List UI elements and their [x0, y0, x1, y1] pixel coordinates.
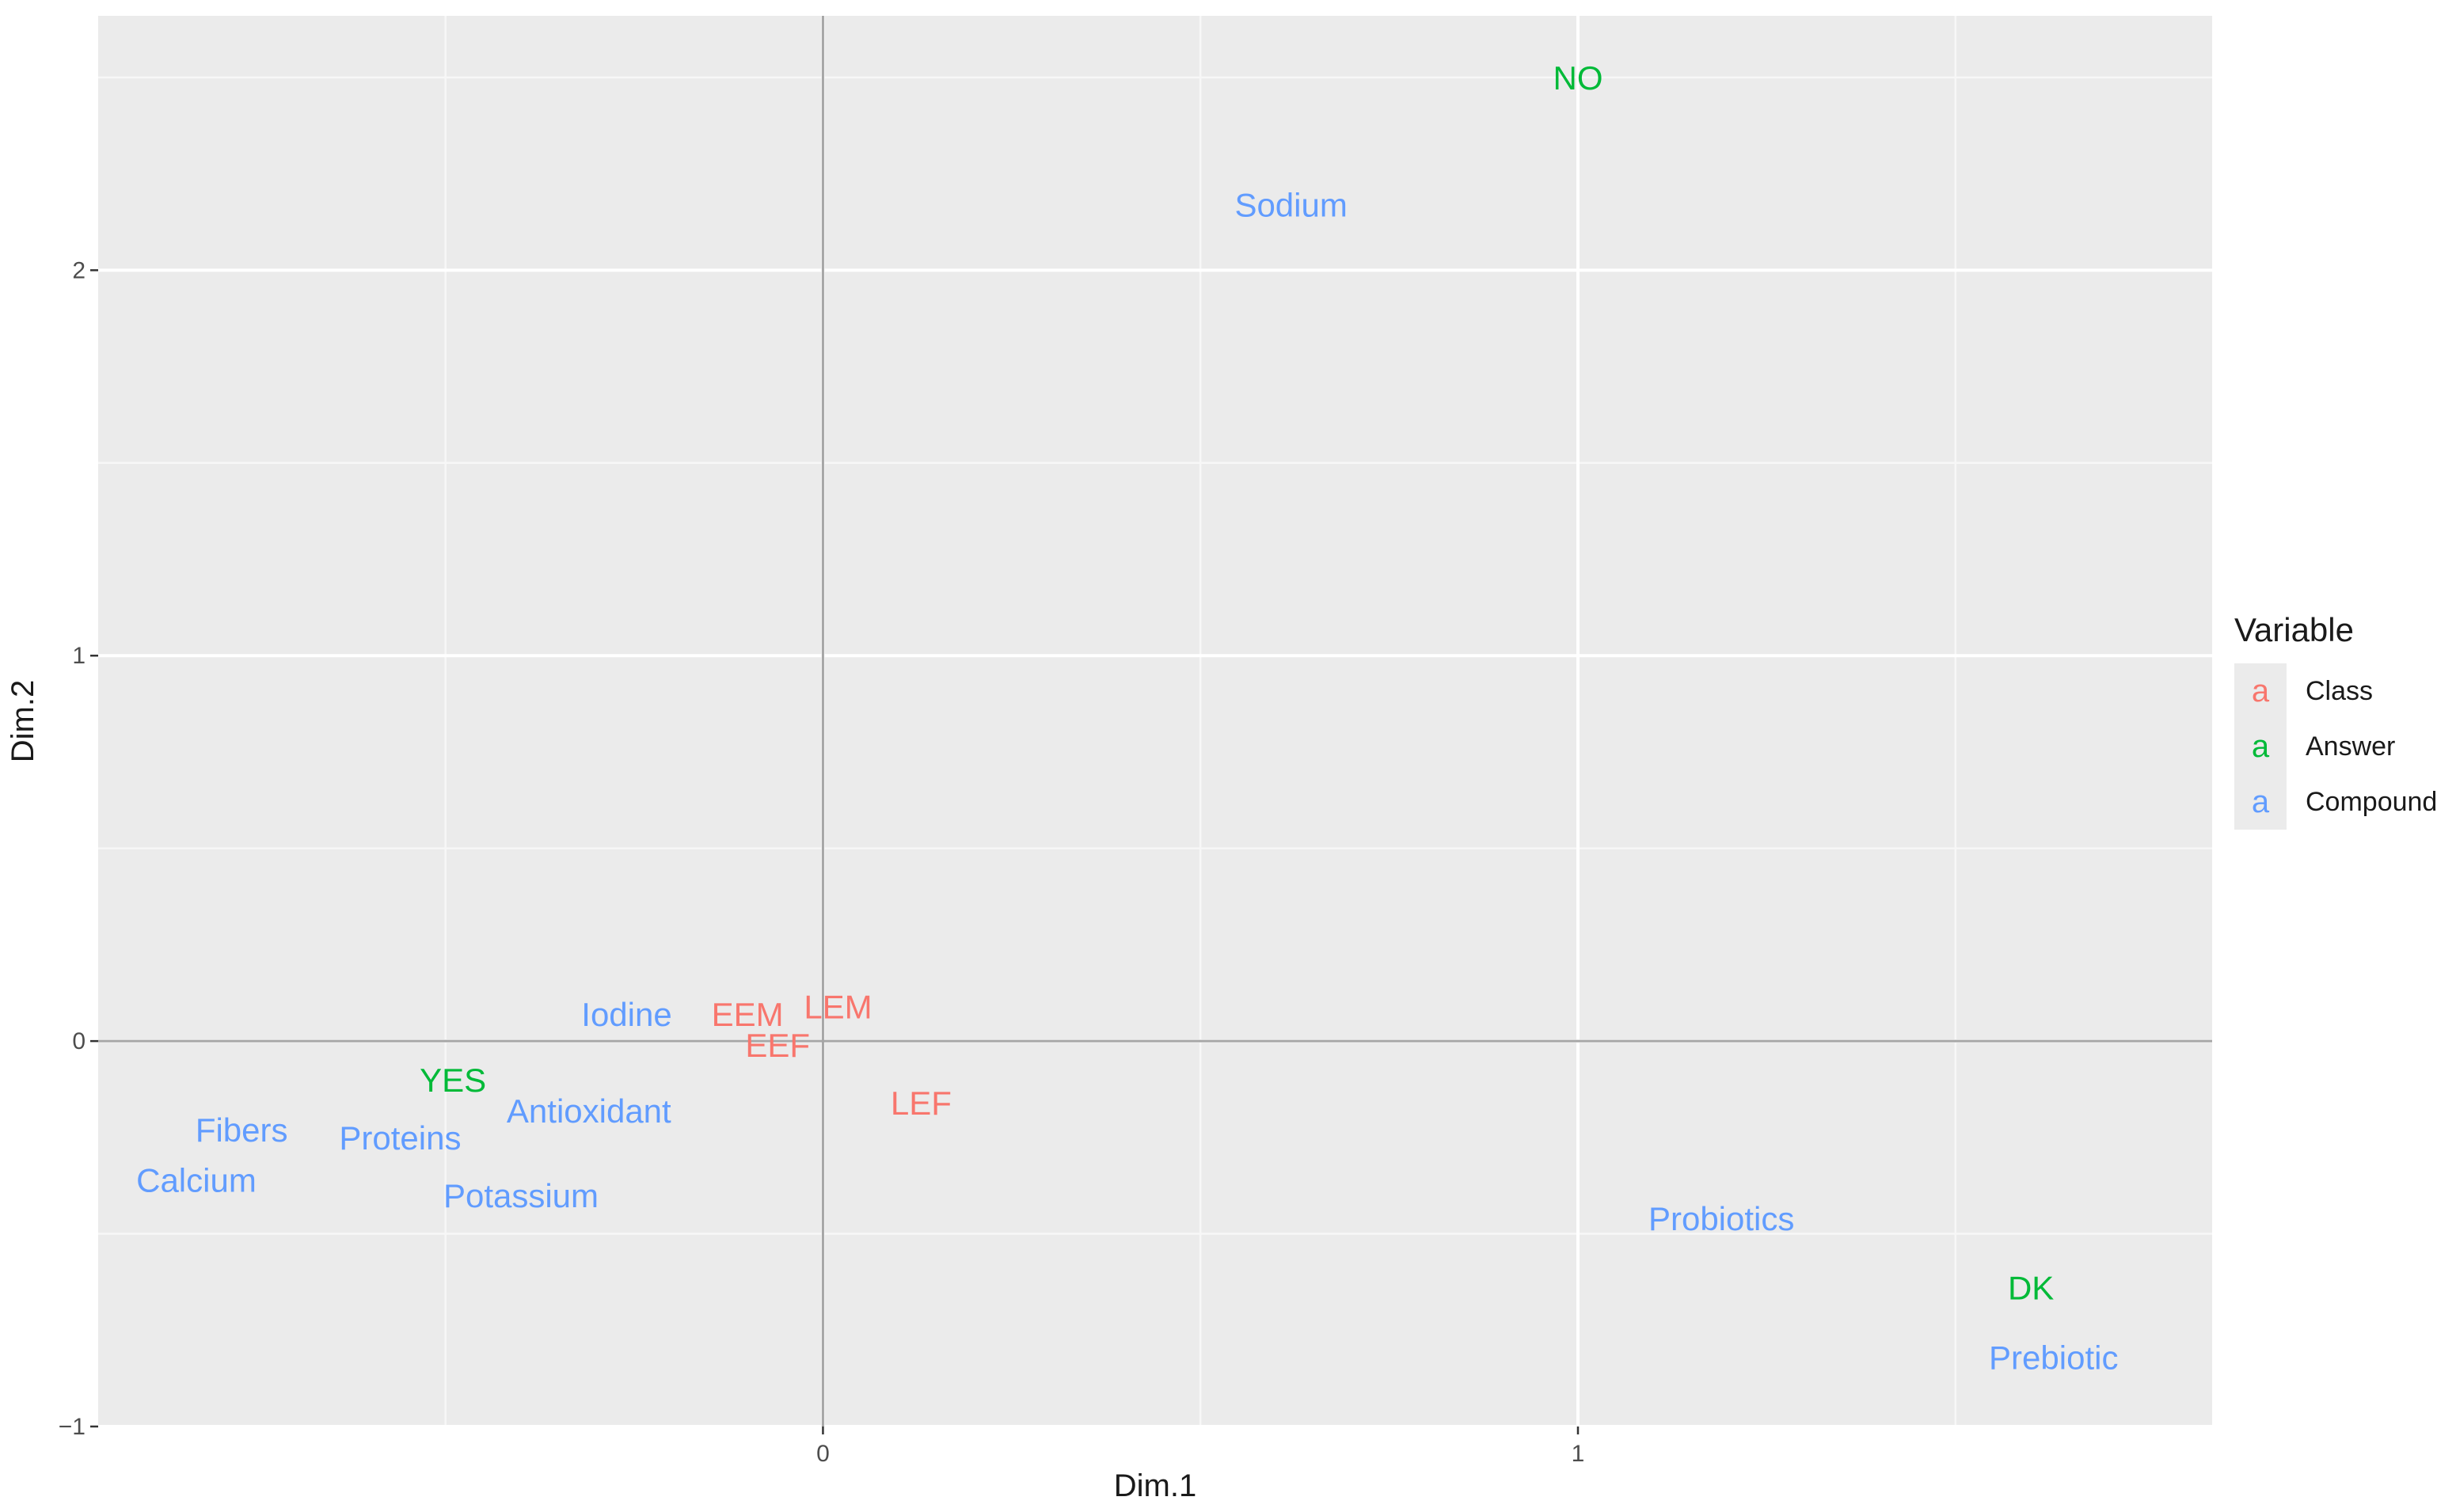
point-label-probiotics: Probiotics — [1648, 1200, 1794, 1237]
point-label-fibers: Fibers — [196, 1111, 288, 1149]
legend-label-class: Class — [2306, 676, 2373, 706]
point-label-potassium: Potassium — [443, 1177, 599, 1214]
legend: Variable a Class a Answer a Compound — [2234, 611, 2437, 830]
point-label-lef: LEF — [891, 1085, 952, 1122]
x-tick-label: 1 — [1572, 1441, 1585, 1467]
point-label-yes: YES — [420, 1062, 486, 1099]
legend-key-glyph: a — [2252, 729, 2270, 764]
legend-label-compound: Compound — [2306, 787, 2437, 817]
point-label-eef: EEF — [745, 1027, 810, 1064]
y-axis-title: Dim.2 — [6, 680, 40, 762]
y-axis: −1 0 1 2 — [59, 257, 98, 1440]
point-label-lem: LEM — [804, 988, 872, 1025]
x-axis-title: Dim.1 — [1114, 1468, 1196, 1503]
legend-key-glyph: a — [2252, 674, 2270, 709]
x-tick-label: 0 — [816, 1441, 830, 1467]
legend-key — [2234, 719, 2287, 774]
point-label-proteins: Proteins — [339, 1119, 461, 1157]
point-label-dk: DK — [2008, 1270, 2054, 1307]
point-label-no: NO — [1553, 59, 1603, 97]
point-label-eem: EEM — [712, 996, 784, 1033]
plot-panel — [98, 16, 2212, 1427]
point-label-calcium: Calcium — [136, 1161, 257, 1199]
legend-key — [2234, 774, 2287, 830]
y-tick-label: −1 — [59, 1414, 86, 1440]
grid-minor — [98, 16, 2212, 1427]
y-tick-label: 1 — [72, 643, 86, 669]
point-label-sodium: Sodium — [1234, 187, 1347, 224]
legend-key — [2234, 663, 2287, 719]
legend-label-answer: Answer — [2306, 731, 2395, 762]
y-tick-label: 0 — [72, 1028, 86, 1054]
legend-title: Variable — [2234, 611, 2354, 648]
point-label-iodine: Iodine — [581, 996, 671, 1033]
y-tick-label: 2 — [72, 257, 86, 283]
point-label-prebiotic: Prebiotic — [1989, 1339, 2118, 1376]
point-label-antioxidant: Antioxidant — [507, 1092, 671, 1130]
reference-lines — [98, 16, 2212, 1427]
legend-key-glyph: a — [2252, 784, 2270, 819]
